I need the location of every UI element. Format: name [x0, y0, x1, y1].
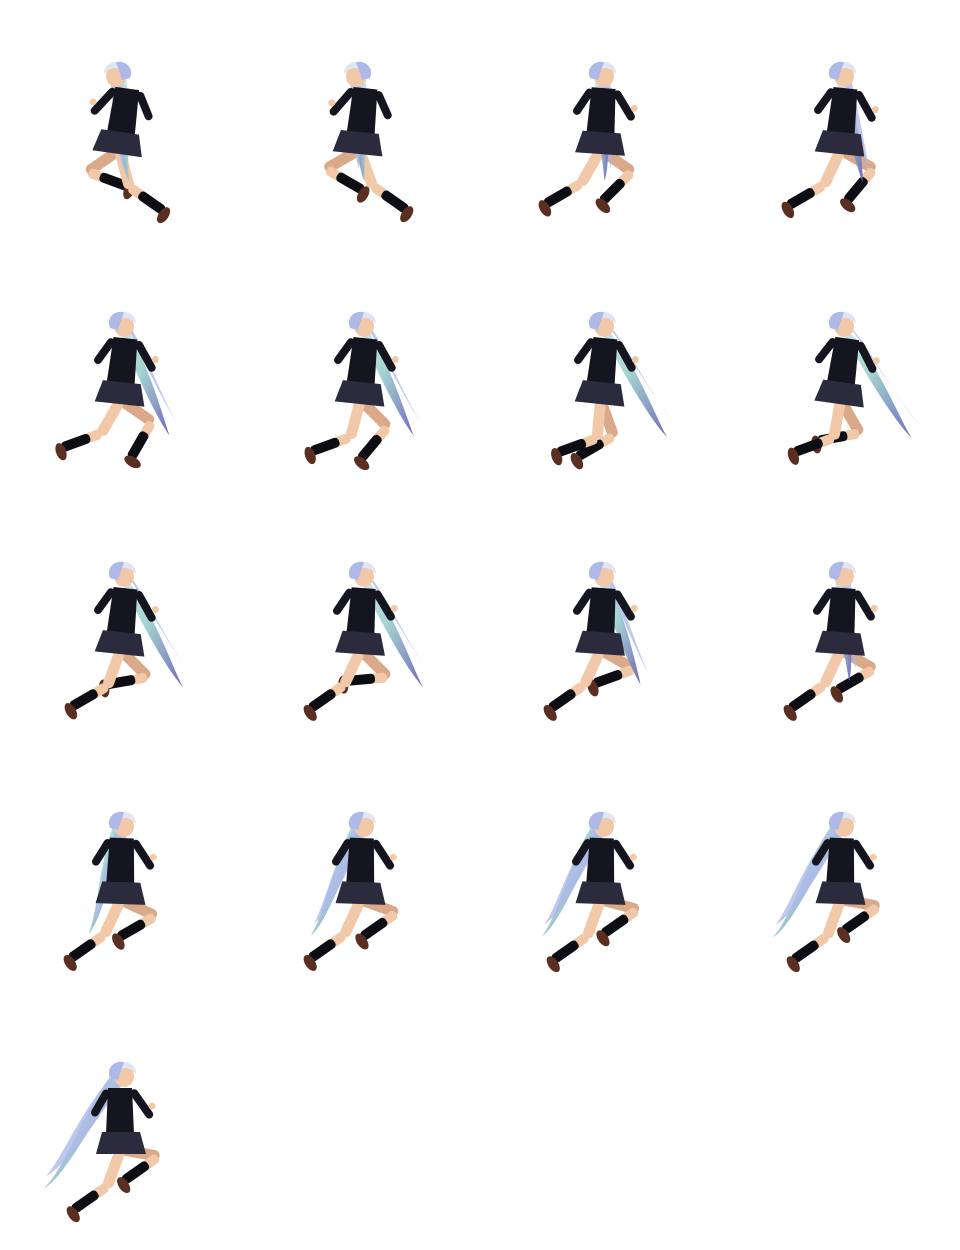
character-sprite	[85, 61, 171, 224]
uniform-body	[814, 87, 879, 157]
head	[348, 311, 376, 337]
leg	[64, 649, 125, 720]
uniform-body	[814, 336, 880, 408]
character-sprite	[43, 1061, 160, 1223]
sprite-sheet	[0, 0, 960, 1223]
sprite-frame	[720, 750, 960, 1000]
head	[344, 61, 372, 87]
head	[108, 811, 136, 837]
head	[588, 311, 616, 337]
uniform-body	[571, 837, 637, 905]
sprite-frame	[480, 250, 720, 500]
leg	[787, 399, 846, 465]
head	[828, 61, 856, 87]
head	[588, 61, 616, 87]
leg	[304, 399, 365, 465]
uniform-body	[94, 587, 159, 657]
head	[108, 311, 136, 337]
character-sprite	[541, 811, 640, 973]
head	[348, 811, 376, 837]
head	[108, 1061, 136, 1087]
leg	[781, 149, 844, 219]
character-sprite	[64, 561, 193, 720]
uniform-body	[572, 587, 638, 656]
character-sprite	[304, 311, 423, 471]
uniform-body	[574, 337, 639, 407]
head	[828, 311, 856, 337]
head	[828, 561, 856, 587]
character-sprite	[324, 61, 414, 223]
character-sprite	[783, 561, 878, 721]
leg	[543, 649, 604, 721]
character-sprite	[55, 311, 178, 469]
character-sprite	[787, 311, 922, 465]
character-sprite	[63, 811, 158, 971]
uniform-body	[331, 837, 397, 905]
sprite-frame	[480, 500, 720, 750]
character-sprite	[551, 311, 677, 470]
head	[588, 561, 616, 587]
uniform-body	[812, 587, 878, 656]
uniform-body	[89, 86, 153, 158]
uniform-body	[572, 87, 638, 156]
leg	[786, 899, 845, 973]
leg	[354, 397, 391, 471]
character-sprite	[781, 61, 879, 219]
sprite-frame	[240, 750, 480, 1000]
head	[104, 61, 132, 87]
leg	[303, 649, 364, 721]
character-sprite	[543, 561, 649, 721]
leg	[546, 899, 605, 973]
leg	[303, 899, 364, 971]
character-sprite	[772, 811, 880, 973]
sprite-frame	[240, 500, 480, 750]
sprite-frame	[480, 0, 720, 250]
sprite-frame	[240, 250, 480, 500]
uniform-body	[811, 837, 877, 905]
sprite-frame	[720, 0, 960, 250]
sprite-frame	[0, 0, 240, 250]
head	[348, 561, 376, 587]
uniform-body	[334, 337, 399, 407]
sprite-frame	[0, 1000, 240, 1250]
character-sprite	[538, 61, 638, 217]
sprite-frame	[240, 0, 480, 250]
sprite-frame	[480, 750, 720, 1000]
sprite-frame	[720, 500, 960, 750]
leg	[63, 899, 124, 971]
sprite-frame	[0, 750, 240, 1000]
sprite-frame	[0, 500, 240, 750]
sprite-frame	[720, 250, 960, 500]
uniform-body	[91, 837, 157, 905]
head	[828, 811, 856, 837]
leg	[538, 149, 604, 217]
character-sprite	[303, 561, 433, 721]
character-sprite	[303, 811, 399, 971]
uniform-body	[328, 87, 392, 157]
leg	[355, 149, 414, 223]
uniform-body	[332, 587, 398, 656]
leg	[783, 649, 844, 721]
sprite-frame	[0, 250, 240, 500]
uniform-body	[91, 1088, 156, 1154]
leg	[551, 399, 606, 466]
uniform-body	[94, 337, 159, 407]
head	[588, 811, 616, 837]
head	[108, 561, 136, 587]
leg	[55, 399, 124, 461]
leg	[570, 399, 618, 470]
